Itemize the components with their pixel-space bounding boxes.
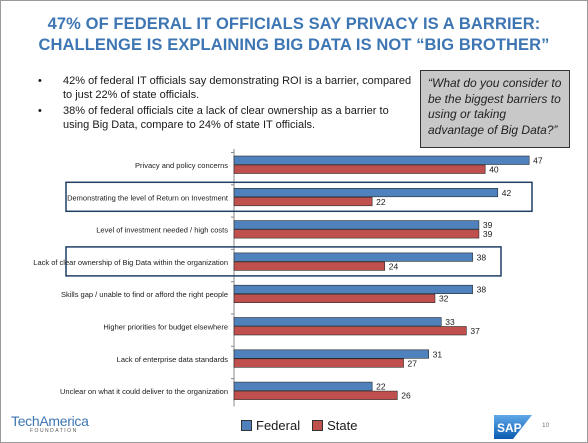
data-label-federal: 31 xyxy=(433,349,443,359)
bar-state xyxy=(233,261,386,271)
data-label-state: 24 xyxy=(389,261,399,271)
bar-state xyxy=(233,390,398,400)
bar-state xyxy=(233,358,404,368)
title-line-1: 47% OF FEDERAL IT OFFICIALS SAY PRIVACY … xyxy=(47,15,541,33)
category-label: Demonstrating the level of Return on Inv… xyxy=(67,193,229,202)
legend-label-state: State xyxy=(327,418,358,433)
category-label: Higher priorities for budget elsewhere xyxy=(103,323,228,332)
logo-word-america: America xyxy=(39,413,89,429)
bullet-item: 42% of federal IT officials say demonstr… xyxy=(35,75,415,102)
data-label-federal: 38 xyxy=(477,285,487,295)
highlight-box xyxy=(65,246,502,277)
highlight-box xyxy=(65,181,533,213)
legend-item-state: State xyxy=(312,418,357,433)
bar-federal xyxy=(233,317,442,327)
bar-federal xyxy=(233,252,473,262)
bar-state xyxy=(233,229,480,239)
category-label: Level of investment needed / high costs xyxy=(96,226,228,235)
survey-question-box: “What do you consider to be the biggest … xyxy=(420,70,570,148)
bar-federal xyxy=(233,349,429,359)
bar-chart: Privacy and policy concerns 47 40 Demonstra… xyxy=(33,149,543,407)
bar-federal xyxy=(233,284,473,294)
category-label: Lack of clear ownership of Big Data with… xyxy=(33,258,228,267)
logo-foundation: FOUNDATION xyxy=(30,428,78,434)
category-label: Lack of enterprise data standards xyxy=(117,355,229,364)
bar-state xyxy=(233,326,467,336)
data-label-state: 26 xyxy=(401,391,411,401)
slide-title: 47% OF FEDERAL IT OFFICIALS SAY PRIVACY … xyxy=(1,14,587,56)
data-label-state: 32 xyxy=(439,294,449,304)
bar-state xyxy=(233,293,436,303)
sap-logo-text: SAP xyxy=(497,421,522,435)
bar-federal xyxy=(233,187,499,198)
data-label-state: 27 xyxy=(408,358,418,368)
bullet-list: 42% of federal IT officials say demonstr… xyxy=(35,75,415,135)
category-label: Skills gap / unable to find or afford th… xyxy=(61,290,228,299)
data-label-state: 37 xyxy=(470,326,480,336)
category-label: Unclear on what it could deliver to the … xyxy=(60,387,228,396)
data-label-federal: 33 xyxy=(445,317,455,327)
legend-swatch-federal xyxy=(241,420,252,431)
bar-federal xyxy=(233,220,480,230)
data-label-state: 22 xyxy=(376,197,386,207)
legend-swatch-state xyxy=(312,420,324,431)
bar-federal xyxy=(233,381,373,391)
bar-state xyxy=(233,196,373,207)
page-number: 10 xyxy=(542,422,550,429)
data-label-federal: 39 xyxy=(483,220,493,230)
bullet-item: 38% of federal officials cite a lack of … xyxy=(35,105,415,132)
legend-item-federal: Federal xyxy=(241,418,300,433)
data-label-federal: 42 xyxy=(502,188,512,198)
legend-label-federal: Federal xyxy=(256,418,301,433)
techamerica-logo: TechAmerica FOUNDATION xyxy=(11,413,89,434)
data-label-federal: 22 xyxy=(376,382,386,392)
data-label-state: 40 xyxy=(489,165,499,175)
logo-word-tech: Tech xyxy=(11,413,40,429)
data-label-federal: 38 xyxy=(477,252,487,262)
data-label-state: 39 xyxy=(483,229,493,239)
title-line-2: CHALLENGE IS EXPLAINING BIG DATA IS NOT … xyxy=(38,36,550,54)
category-label: Privacy and policy concerns xyxy=(135,161,228,170)
sap-logo: SAP xyxy=(494,415,532,439)
bar-federal xyxy=(233,155,530,165)
data-label-federal: 47 xyxy=(533,156,543,166)
chart-legend: Federal State xyxy=(241,418,369,433)
bar-state xyxy=(233,164,486,174)
